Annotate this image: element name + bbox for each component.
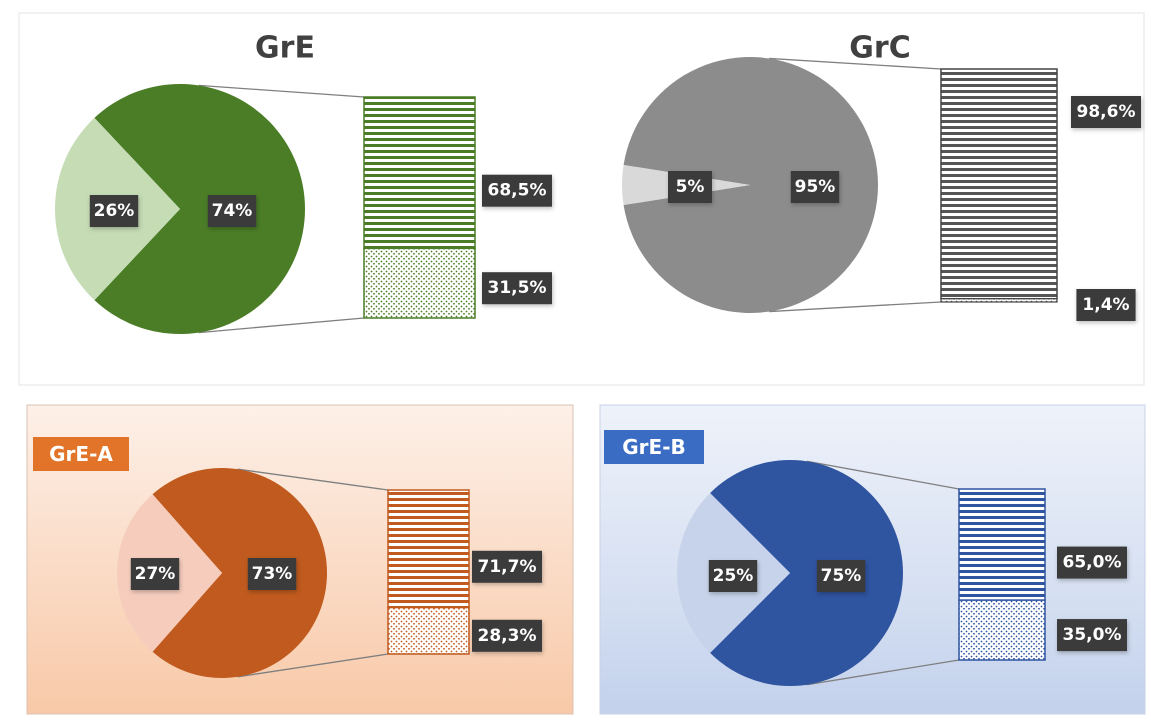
breakdown-segment-dots <box>387 606 470 655</box>
data-label-breakdown-bottom-text: 28,3% <box>478 626 537 646</box>
data-label-main: 75% <box>816 560 866 592</box>
data-label-small-box <box>130 558 180 590</box>
data-label-breakdown-bottom-text: 31,5% <box>488 278 547 298</box>
connector-line-bottom <box>806 659 960 686</box>
chart-title: GrC <box>849 31 910 66</box>
data-label-breakdown-bottom: 1,4% <box>1076 289 1136 321</box>
breakdown-segment-lines <box>363 96 476 250</box>
data-label-main-text: 75% <box>821 566 862 586</box>
chart-title: GrE-B <box>622 435 686 459</box>
data-label-breakdown-top-text: 71,7% <box>478 557 537 577</box>
data-label-breakdown-top: 65,0% <box>1057 546 1127 579</box>
data-label-breakdown-top-text: 98,6% <box>1077 102 1136 122</box>
pie-slice-main <box>623 56 879 313</box>
chart-title-badge <box>604 430 704 464</box>
breakdown-segment-dots <box>958 599 1046 661</box>
data-label-breakdown-top: 68,5% <box>482 174 552 207</box>
data-label-small: 26% <box>89 195 139 227</box>
chart-title: GrE-A <box>49 442 113 466</box>
data-label-small-text: 26% <box>94 201 135 221</box>
data-label-breakdown-top-text: 68,5% <box>488 181 547 201</box>
data-label-main: 73% <box>247 558 297 590</box>
connector-line-top <box>237 468 389 491</box>
breakdown-segment-lines <box>940 68 1058 300</box>
data-label-breakdown-bottom: 31,5% <box>482 272 552 305</box>
pie-slice-main <box>94 83 305 334</box>
chart-title-badge <box>33 437 129 471</box>
data-label-small-box <box>708 560 758 592</box>
data-label-main-text: 95% <box>795 177 836 197</box>
data-label-breakdown-top-box <box>1071 96 1141 128</box>
breakdown-segment-dots <box>940 298 1058 303</box>
data-label-breakdown-top-box <box>1057 546 1127 579</box>
data-label-small: 5% <box>668 171 712 203</box>
data-label-breakdown-top: 98,6% <box>1071 96 1141 128</box>
data-label-breakdown-bottom: 28,3% <box>472 619 542 652</box>
data-label-small-box <box>89 195 139 227</box>
data-label-main-box <box>207 195 257 227</box>
data-label-small-box <box>668 171 712 203</box>
data-label-breakdown-bottom-box <box>472 619 542 652</box>
data-label-main-box <box>816 560 866 592</box>
connector-line-top <box>806 460 960 490</box>
data-label-main-box <box>247 558 297 590</box>
pie-slice-main <box>710 459 903 686</box>
data-label-small: 25% <box>708 560 758 592</box>
breakdown-segment-lines <box>958 488 1046 601</box>
data-label-main: 95% <box>790 171 840 203</box>
data-label-small-text: 25% <box>713 566 754 586</box>
data-label-breakdown-bottom: 35,0% <box>1057 619 1127 652</box>
data-label-breakdown-bottom-text: 35,0% <box>1063 625 1122 645</box>
data-label-breakdown-top-text: 65,0% <box>1063 553 1122 573</box>
connector-line-top <box>769 57 942 70</box>
charts-layer: GrE 74% 26% 68,5% 31,5% GrC 95% 5% 98,6% 1,4% GrE-… <box>33 31 1141 686</box>
data-label-main-text: 74% <box>212 201 253 221</box>
data-label-main-box <box>790 171 840 203</box>
data-label-breakdown-top-box <box>472 550 542 583</box>
data-label-breakdown-bottom-box <box>1057 619 1127 652</box>
data-label-small-text: 5% <box>676 177 705 197</box>
chart-title: GrE <box>255 31 315 66</box>
breakdown-segment-dots <box>363 247 476 319</box>
connector-line-bottom <box>769 301 942 313</box>
pie-slice-main <box>152 468 328 678</box>
data-label-main-text: 73% <box>252 564 293 584</box>
data-label-breakdown-bottom-text: 1,4% <box>1082 295 1129 315</box>
data-label-breakdown-bottom-box <box>1076 289 1136 321</box>
data-label-breakdown-top-box <box>482 174 552 207</box>
connector-line-bottom <box>198 317 365 334</box>
breakdown-segment-lines <box>387 489 470 609</box>
connector-line-top <box>198 84 365 98</box>
data-label-small-text: 27% <box>135 564 176 584</box>
data-label-breakdown-bottom-box <box>482 272 552 305</box>
data-label-small: 27% <box>130 558 180 590</box>
data-label-main: 74% <box>207 195 257 227</box>
data-label-breakdown-top: 71,7% <box>472 550 542 583</box>
connector-line-bottom <box>237 653 389 678</box>
